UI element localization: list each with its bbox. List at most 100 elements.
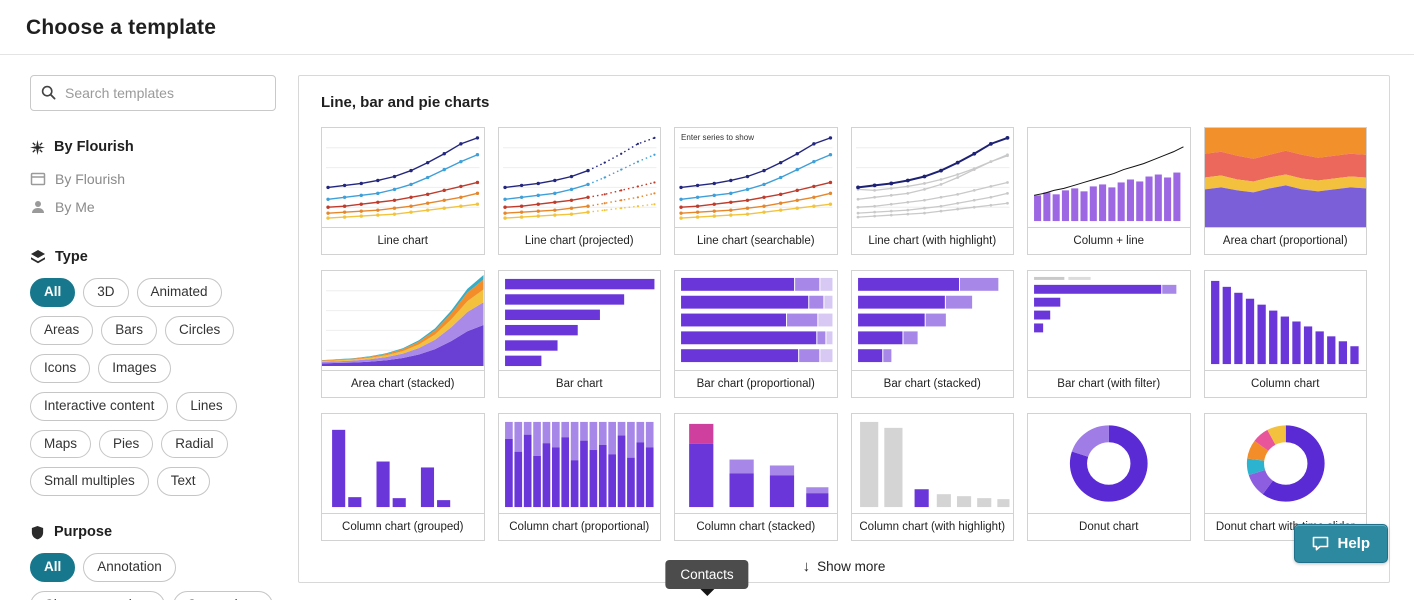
line-thumbnail — [322, 128, 484, 228]
template-card-area-chart-stacked[interactable]: Area chart (stacked) — [321, 270, 485, 398]
filter-pill-bars[interactable]: Bars — [101, 315, 158, 345]
by-flourish-section: By Flourish By Flourish By Me — [30, 139, 276, 221]
by-flourish-items: By Flourish By Me — [30, 165, 276, 221]
contacts-tooltip[interactable]: Contacts — [665, 560, 749, 589]
filter-pill-all[interactable]: All — [30, 278, 76, 307]
filter-pill-images[interactable]: Images — [98, 353, 171, 383]
filter-pill-icons[interactable]: Icons — [30, 353, 91, 383]
template-card-label: Line chart (with highlight) — [868, 235, 997, 247]
filter-pill-animated[interactable]: Animated — [136, 278, 222, 307]
template-card-area-chart-proportional[interactable]: Area chart (proportional) — [1203, 127, 1367, 255]
template-card-line-chart-searchable[interactable]: Enter series to show Line chart (searchab… — [674, 127, 838, 255]
search-box — [30, 75, 276, 111]
template-card-donut-chart[interactable]: Donut chart — [1027, 413, 1191, 541]
template-card-label: Donut chart — [1079, 521, 1139, 533]
search-icon — [41, 85, 56, 100]
filter-pill-3d[interactable]: 3D — [83, 278, 129, 307]
template-card-column-chart-grouped[interactable]: Column chart (grouped) — [321, 413, 485, 541]
template-card-donut-chart-with-time-slider[interactable]: Donut chart with time slider — [1203, 413, 1367, 541]
template-card-label: Column chart — [1251, 378, 1320, 390]
by-flourish-heading-label: By Flourish — [54, 139, 134, 155]
template-card-label: Column + line — [1073, 235, 1145, 247]
purpose-heading: Purpose — [30, 524, 276, 540]
template-card-bar-chart-with-filter[interactable]: Bar chart (with filter) — [1027, 270, 1191, 398]
main-area: Line, bar and pie charts Line chart Line … — [298, 75, 1390, 583]
line-searchable-thumbnail: Enter series to show — [675, 128, 837, 228]
type-heading: Type — [30, 249, 276, 265]
filter-pill-pies[interactable]: Pies — [99, 429, 154, 459]
area-stacked-thumbnail — [322, 271, 484, 371]
template-card-bar-chart[interactable]: Bar chart — [497, 270, 661, 398]
filter-pill-interactive-content[interactable]: Interactive content — [30, 391, 169, 421]
shield-icon — [30, 525, 45, 540]
template-card-label: Bar chart (proportional) — [696, 378, 815, 390]
column-stacked-thumbnail — [675, 414, 837, 514]
type-section: Type All 3D Animated Areas Bars Circles Icons I… — [30, 249, 276, 497]
column-proportional-thumbnail — [498, 414, 660, 514]
filter-pill-change-over-time[interactable]: Change over time — [30, 591, 165, 600]
template-card-column-chart-with-highlight[interactable]: Column chart (with highlight) — [850, 413, 1014, 541]
template-card-label: Bar chart (stacked) — [883, 378, 981, 390]
template-grid: Line chart Line chart (projected) Enter se… — [321, 127, 1367, 541]
template-card-label: Column chart (stacked) — [696, 521, 816, 533]
sparkle-icon — [30, 139, 45, 155]
filter-pill-all[interactable]: All — [30, 553, 76, 583]
column-thumbnail — [1204, 271, 1366, 371]
sidebar-item-by-flourish[interactable]: By Flourish — [30, 165, 276, 193]
templates-panel: Line, bar and pie charts Line chart Line … — [298, 75, 1390, 583]
template-card-column-chart[interactable]: Column chart — [1203, 270, 1367, 398]
bar-thumbnail — [498, 271, 660, 371]
template-card-label: Bar chart (with filter) — [1057, 378, 1161, 390]
template-card-bar-chart-stacked[interactable]: Bar chart (stacked) — [850, 270, 1014, 398]
sidebar-item-label: By Me — [55, 199, 95, 215]
template-card-line-chart-projected[interactable]: Line chart (projected) — [497, 127, 661, 255]
line-projected-thumbnail — [498, 128, 660, 228]
template-card-bar-chart-proportional[interactable]: Bar chart (proportional) — [674, 270, 838, 398]
filter-pill-radial[interactable]: Radial — [161, 429, 228, 459]
section-title: Line, bar and pie charts — [321, 94, 490, 111]
template-card-column-line[interactable]: Column + line — [1027, 127, 1191, 255]
template-card-label: Line chart (searchable) — [696, 235, 815, 247]
filter-pill-maps[interactable]: Maps — [30, 429, 92, 459]
column-grouped-thumbnail — [322, 414, 484, 514]
bar-filter-thumbnail — [1028, 271, 1190, 371]
filter-pill-small-multiples[interactable]: Small multiples — [30, 467, 149, 497]
type-heading-label: Type — [55, 249, 88, 265]
filter-pill-text[interactable]: Text — [156, 467, 210, 497]
cards-icon — [30, 171, 46, 187]
type-pills: All 3D Animated Areas Bars Circles Icons Images… — [30, 278, 276, 497]
help-button[interactable]: Help — [1294, 524, 1388, 563]
filter-pill-annotation[interactable]: Annotation — [83, 553, 176, 583]
content: By Flourish By Flourish By Me — [0, 55, 1414, 600]
template-card-label: Column chart (with highlight) — [859, 521, 1006, 533]
template-card-label: Area chart (proportional) — [1222, 235, 1348, 247]
template-card-label: Column chart (proportional) — [509, 521, 650, 533]
column-highlight-thumbnail — [851, 414, 1013, 514]
layers-icon — [30, 249, 46, 265]
filter-pill-areas[interactable]: Areas — [30, 315, 94, 345]
template-card-column-chart-proportional[interactable]: Column chart (proportional) — [497, 413, 661, 541]
donut-slider-thumbnail — [1204, 414, 1366, 514]
show-more-button[interactable]: ↓ Show more — [321, 558, 1367, 575]
template-card-label: Line chart — [377, 235, 428, 247]
purpose-heading-label: Purpose — [54, 524, 113, 541]
template-card-label: Line chart (projected) — [524, 235, 634, 247]
filter-pill-lines[interactable]: Lines — [176, 391, 237, 421]
line-highlight-thumbnail — [851, 128, 1013, 228]
template-card-line-chart-with-highlight[interactable]: Line chart (with highlight) — [850, 127, 1014, 255]
person-icon — [30, 199, 46, 215]
template-card-label: Area chart (stacked) — [350, 378, 455, 390]
svg-text:Enter series to show: Enter series to show — [681, 133, 754, 142]
template-card-column-chart-stacked[interactable]: Column chart (stacked) — [674, 413, 838, 541]
sidebar-item-by-me[interactable]: By Me — [30, 193, 276, 221]
area-proportional-thumbnail — [1204, 128, 1366, 228]
filter-pill-comparison[interactable]: Comparison — [172, 591, 274, 600]
template-card-line-chart[interactable]: Line chart — [321, 127, 485, 255]
purpose-pills: AllAnnotationChange over timeComparisonC… — [30, 553, 276, 600]
page-title: Choose a template — [26, 16, 217, 39]
page-header: Choose a template — [0, 0, 1414, 55]
filter-pill-circles[interactable]: Circles — [165, 315, 235, 345]
by-flourish-heading: By Flourish — [30, 139, 276, 155]
search-input[interactable] — [30, 75, 276, 111]
